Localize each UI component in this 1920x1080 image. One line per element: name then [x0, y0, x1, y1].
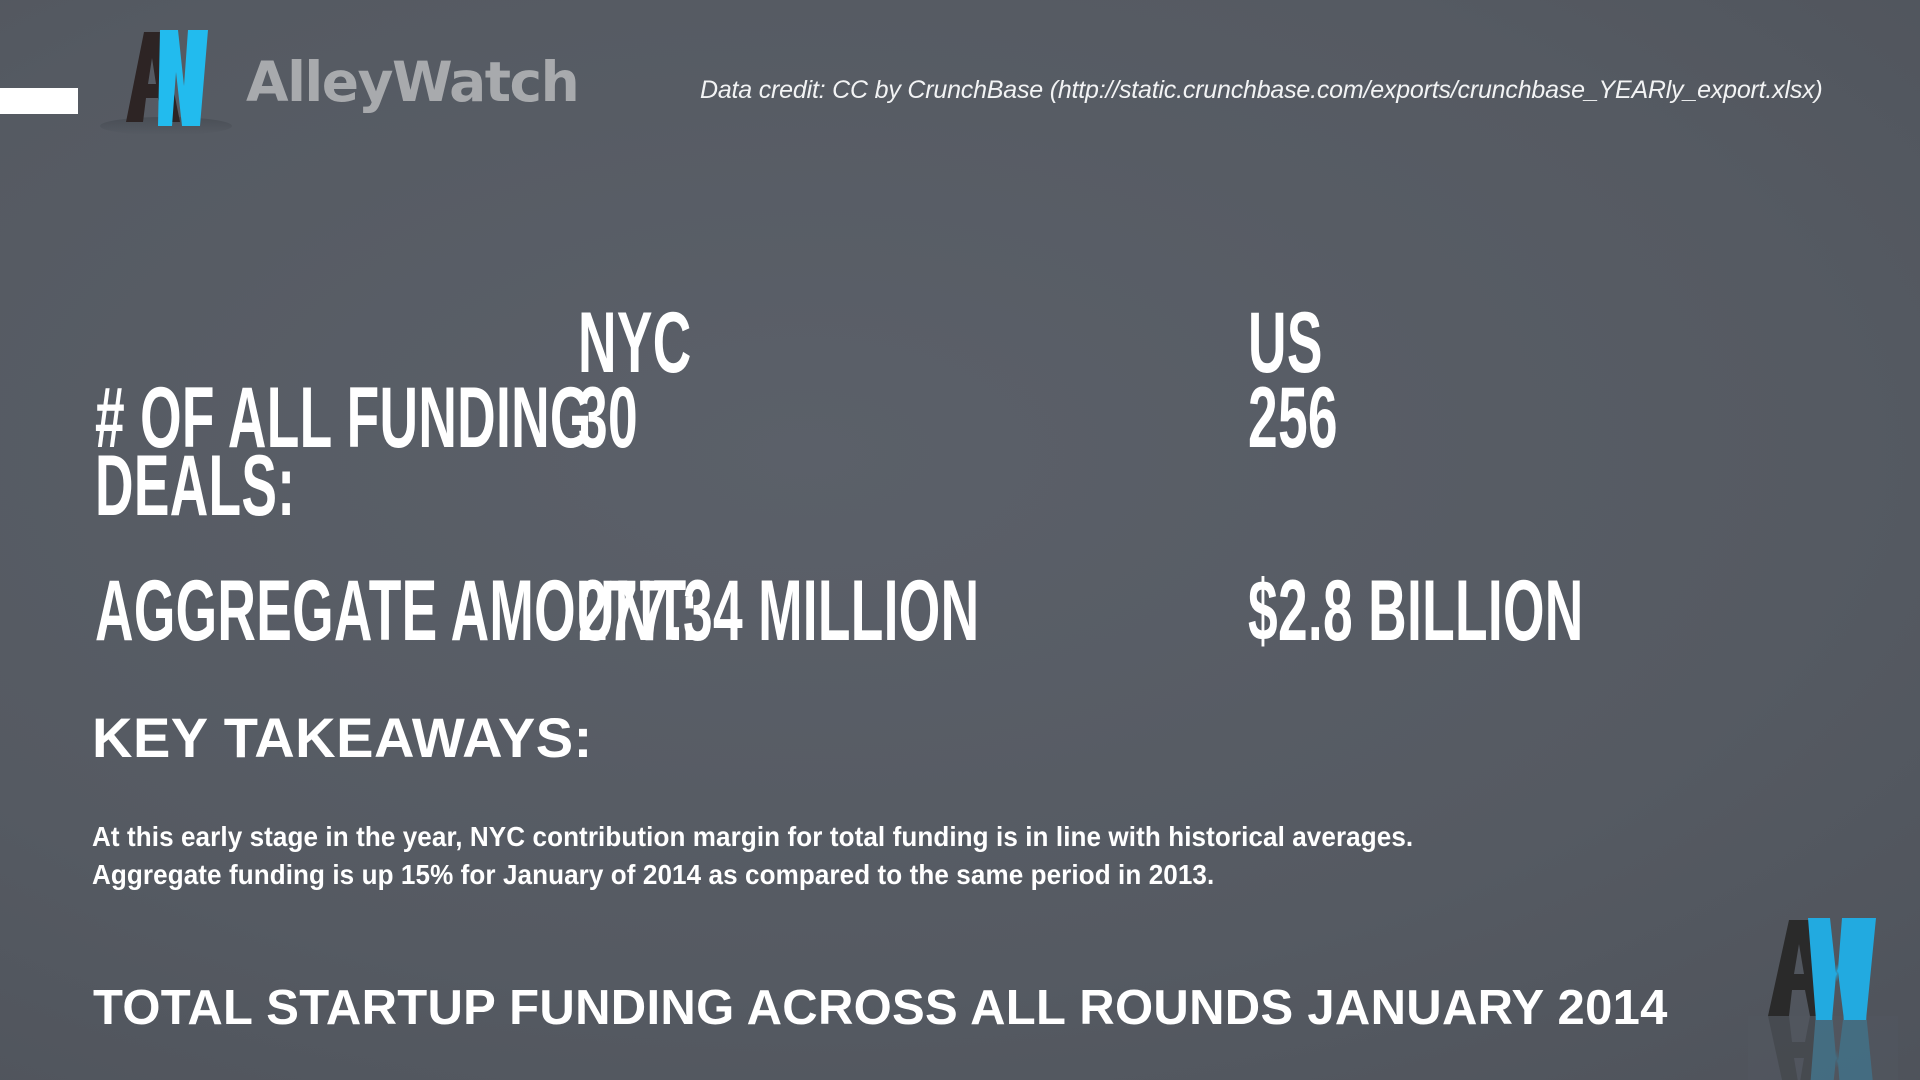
row-label-deals-line2-text: DEALS:	[95, 438, 296, 534]
alleywatch-header-logo[interactable]: AlleyWatch	[96, 22, 636, 146]
left-edge-white-tab	[0, 88, 78, 114]
value-deals-nyc: 30	[578, 375, 675, 461]
value-deals-us: 256	[1248, 375, 1393, 461]
value-aggregate-us-text: $2.8 BILLION	[1248, 563, 1584, 659]
aw-monogram-footer-icon[interactable]	[1748, 912, 1898, 1080]
data-credit-text: Data credit: CC by CrunchBase (http://st…	[700, 76, 1823, 104]
key-takeaways-body: At this early stage in the year, NYC con…	[92, 818, 1652, 894]
wordmark-alley: Alley	[246, 50, 393, 114]
takeaway-line-1: At this early stage in the year, NYC con…	[92, 821, 1414, 852]
row-label-deals-line1: # OF ALL FUNDING	[95, 375, 896, 461]
column-header-us-label: US	[1248, 295, 1323, 391]
value-deals-nyc-text: 30	[578, 370, 638, 466]
row-label-aggregate-amount-text: AGGREGATE AMOUNT:	[95, 563, 699, 659]
value-aggregate-us: $2.8 BILLION	[1248, 568, 1789, 654]
column-header-nyc: NYC	[578, 300, 761, 386]
takeaway-line-2: Aggregate funding is up 15% for January …	[92, 859, 1215, 890]
value-aggregate-nyc-text: 277.34 MILLION	[578, 563, 980, 659]
value-aggregate-nyc: 277.34 MILLION	[578, 568, 1225, 654]
row-label-deals-line1-text: # OF ALL FUNDING	[95, 370, 592, 466]
aw-monogram-icon	[100, 30, 232, 134]
column-header-us: US	[1248, 300, 1368, 386]
value-deals-us-text: 256	[1248, 370, 1338, 466]
alleywatch-wordmark: AlleyWatch	[246, 50, 580, 114]
column-header-nyc-label: NYC	[578, 295, 692, 391]
row-label-aggregate-amount: AGGREGATE AMOUNT:	[95, 568, 1069, 654]
row-label-deals-line2: DEALS:	[95, 443, 418, 529]
key-takeaways-heading: KEY TAKEAWAYS:	[92, 706, 593, 769]
wordmark-watch: Watch	[391, 50, 580, 114]
slide-footer-title: TOTAL STARTUP FUNDING ACROSS ALL ROUNDS …	[93, 981, 1668, 1035]
